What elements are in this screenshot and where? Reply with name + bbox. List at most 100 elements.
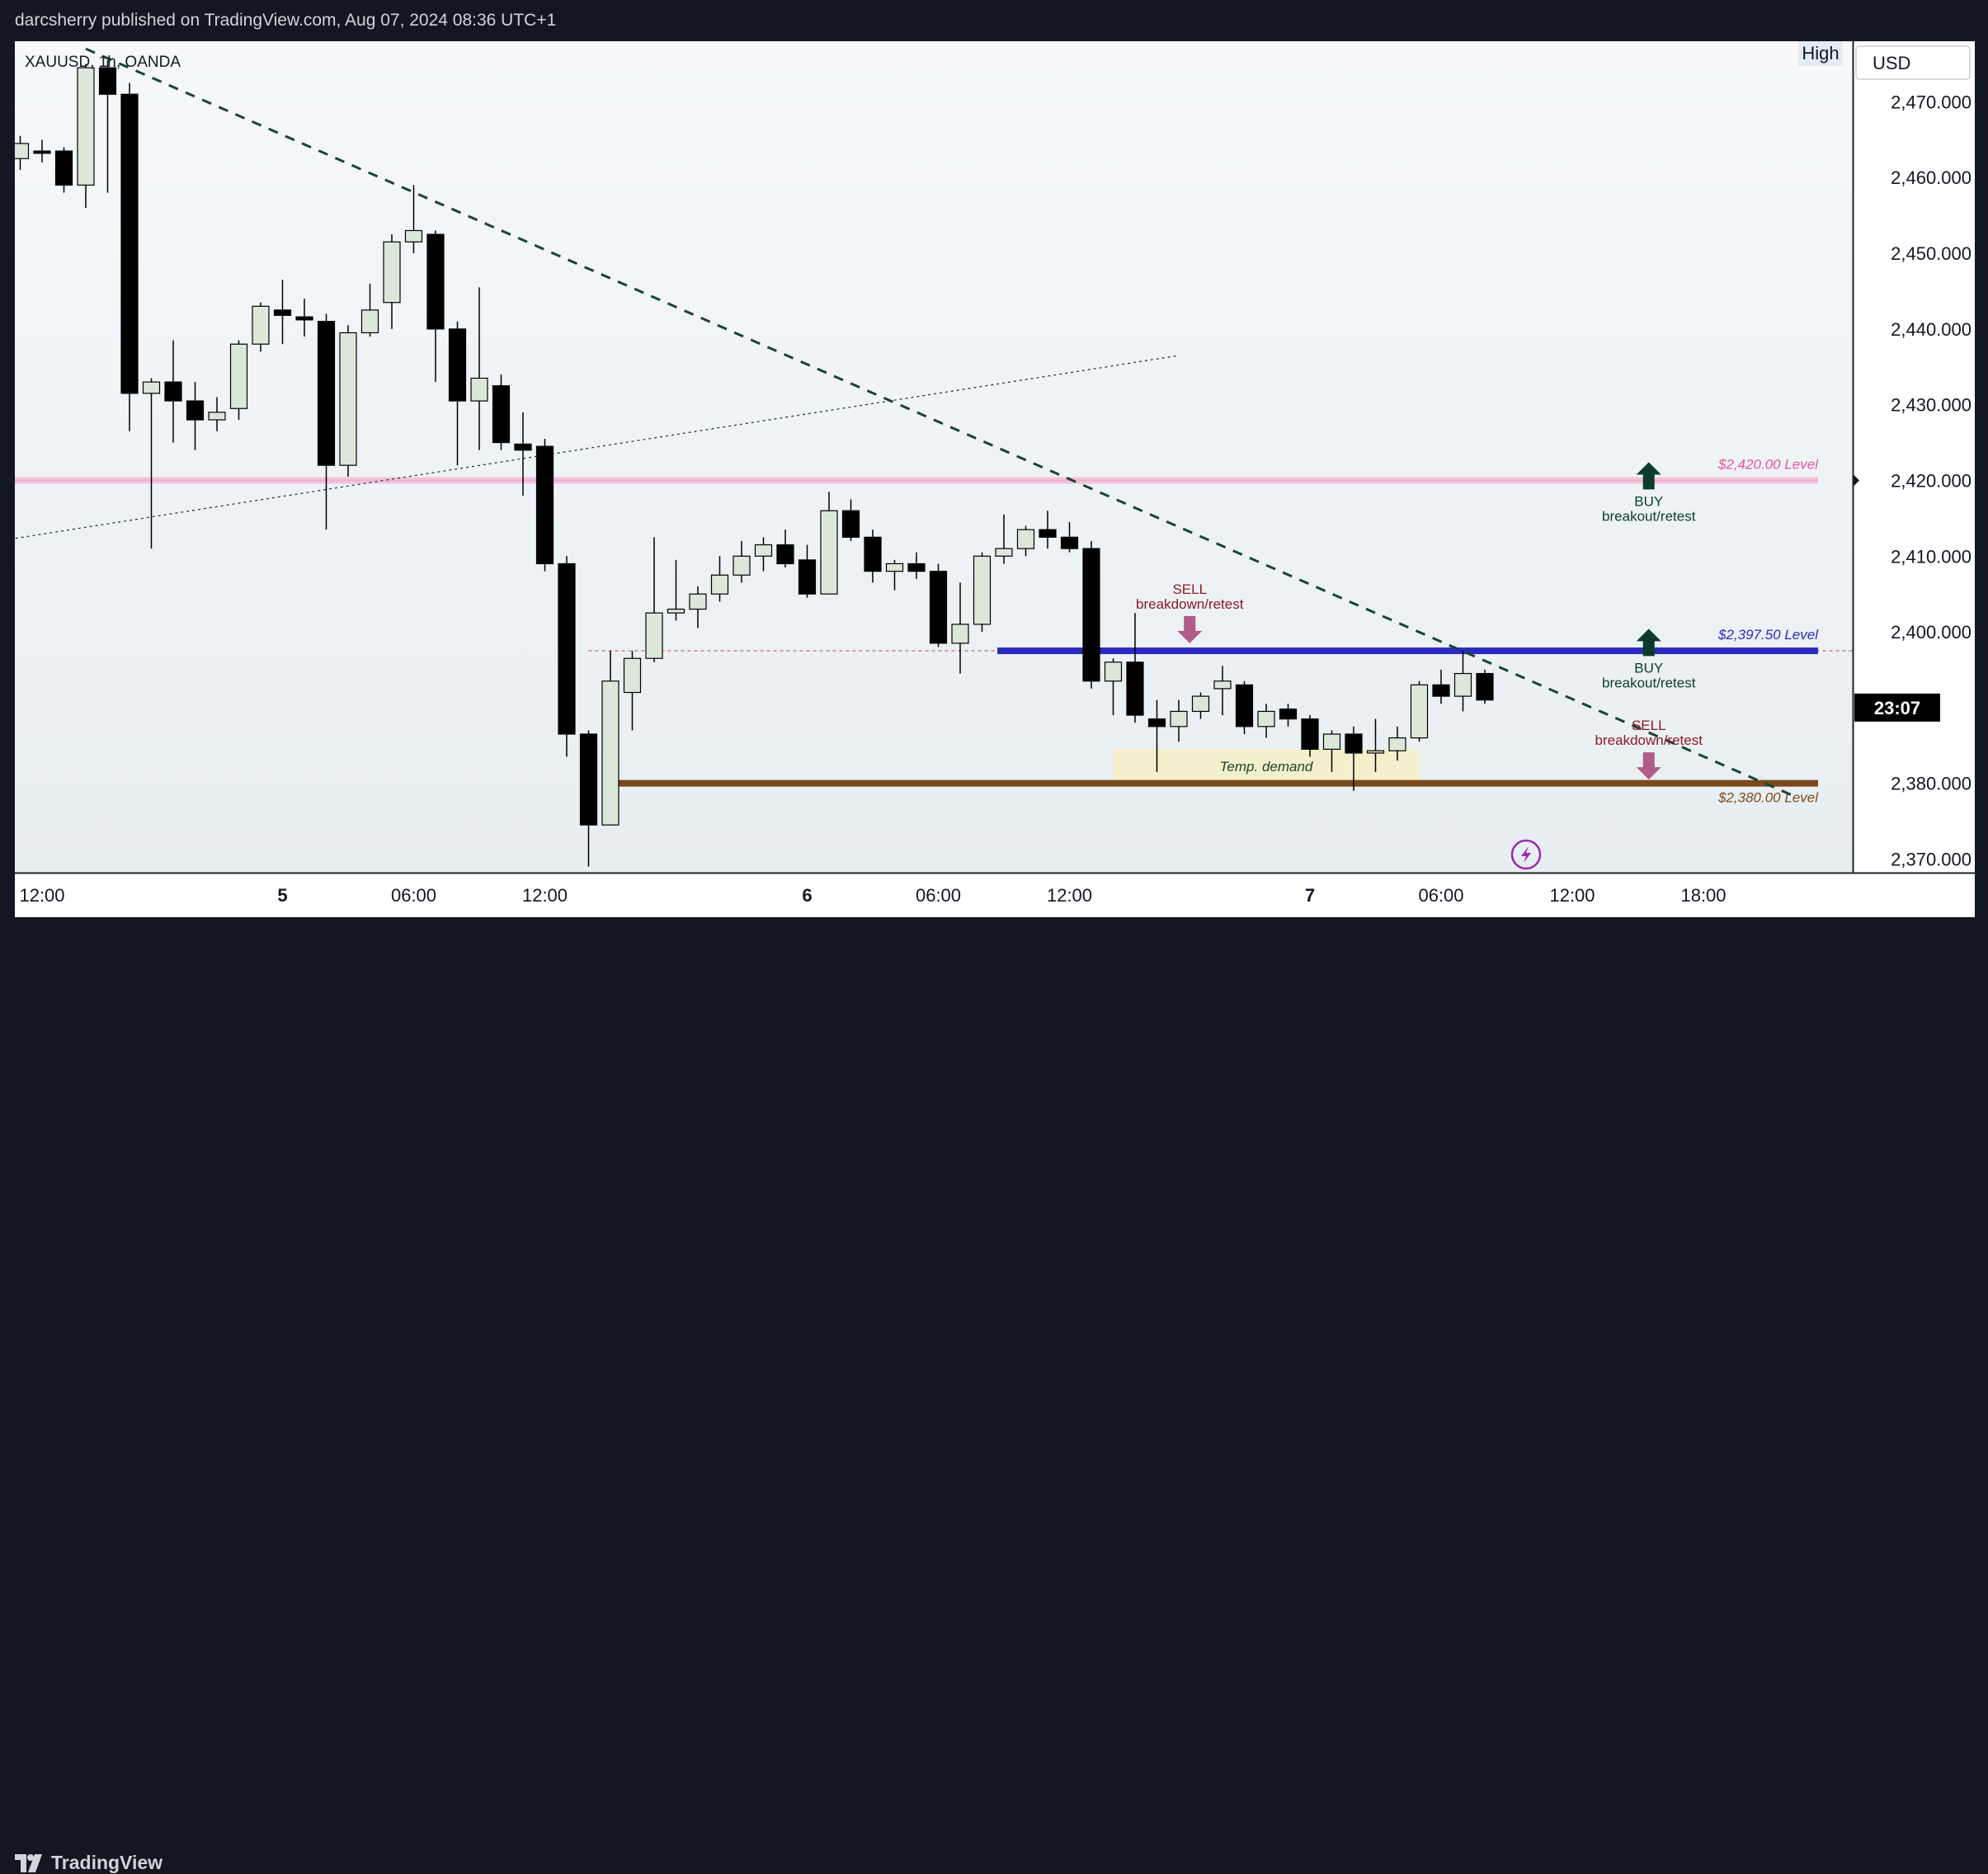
candle[interactable] xyxy=(1322,730,1341,772)
tradingview-logo[interactable]: TradingView xyxy=(15,1852,163,1874)
candle[interactable] xyxy=(1345,726,1363,791)
candle[interactable] xyxy=(1191,692,1210,719)
candle-body xyxy=(1213,680,1232,690)
buy-subtitle: breakout/retest xyxy=(1602,675,1696,690)
candle[interactable] xyxy=(339,325,357,477)
chart-frame[interactable]: Temp. demand $2,420.00 Level $2,397.50 Le… xyxy=(0,41,1975,917)
candle-body xyxy=(1082,548,1100,682)
candle[interactable] xyxy=(252,302,270,352)
candle-body xyxy=(1257,710,1275,727)
candle[interactable] xyxy=(1279,704,1298,727)
candle[interactable] xyxy=(689,586,707,629)
price-chart[interactable]: Temp. demand $2,420.00 Level $2,397.50 Le… xyxy=(0,41,1975,917)
candle[interactable] xyxy=(1432,669,1450,704)
sell-label: SELL xyxy=(1632,718,1666,733)
tradingview-brand: TradingView xyxy=(51,1852,163,1873)
candle[interactable] xyxy=(1235,680,1254,734)
candle[interactable] xyxy=(426,230,445,383)
candle[interactable] xyxy=(492,374,511,450)
currency-label[interactable]: USD xyxy=(1873,53,1910,73)
candle[interactable] xyxy=(973,552,992,633)
candle[interactable] xyxy=(1082,540,1100,689)
candle[interactable] xyxy=(1388,726,1406,761)
candle[interactable] xyxy=(98,59,117,193)
candle[interactable] xyxy=(77,64,95,208)
candle[interactable] xyxy=(448,321,467,466)
candle-body xyxy=(1476,672,1494,701)
candle[interactable] xyxy=(820,492,838,595)
trendline-dashed[interactable] xyxy=(85,47,1792,796)
x-tick-label: 12:00 xyxy=(19,885,64,906)
candle[interactable] xyxy=(1060,521,1079,553)
candle[interactable] xyxy=(164,340,182,443)
candle[interactable] xyxy=(733,540,751,583)
candle[interactable] xyxy=(1104,658,1123,716)
candle[interactable] xyxy=(1213,666,1232,716)
currency-selector[interactable] xyxy=(1855,45,1971,80)
candle[interactable] xyxy=(601,651,619,826)
candle[interactable] xyxy=(1366,718,1385,772)
candle-body xyxy=(1060,536,1079,549)
candle[interactable] xyxy=(558,556,576,757)
candle[interactable] xyxy=(1170,699,1188,742)
candle[interactable] xyxy=(710,556,729,602)
candle[interactable] xyxy=(1257,704,1275,738)
candle[interactable] xyxy=(1453,651,1472,712)
candle[interactable] xyxy=(841,499,860,541)
candle[interactable] xyxy=(1147,699,1166,772)
candle[interactable] xyxy=(33,139,51,162)
candle[interactable] xyxy=(645,537,663,662)
symbol-label: XAUUSD, 1h, OANDA xyxy=(25,54,181,71)
candle-body xyxy=(295,316,313,321)
candle[interactable] xyxy=(754,537,773,572)
candle[interactable] xyxy=(951,582,969,674)
candle-body xyxy=(142,381,161,394)
candle[interactable] xyxy=(186,382,205,450)
candle-body xyxy=(907,563,926,572)
candle[interactable] xyxy=(667,559,685,621)
candle[interactable] xyxy=(623,651,642,731)
candle[interactable] xyxy=(142,378,161,549)
candle[interactable] xyxy=(798,544,817,598)
candle-body xyxy=(601,680,619,826)
candle[interactable] xyxy=(360,283,379,337)
candle[interactable] xyxy=(317,313,336,530)
candle[interactable] xyxy=(579,730,598,867)
candle-body xyxy=(492,385,511,444)
candle-body xyxy=(252,305,270,345)
candle[interactable] xyxy=(1476,669,1494,704)
candle[interactable] xyxy=(907,552,926,579)
candle[interactable] xyxy=(1016,525,1035,557)
candle[interactable] xyxy=(54,147,73,193)
candle[interactable] xyxy=(995,514,1013,564)
candle-body xyxy=(535,445,554,565)
candle[interactable] xyxy=(1039,511,1057,549)
candle[interactable] xyxy=(1126,613,1144,723)
candle[interactable] xyxy=(776,530,794,568)
candle[interactable] xyxy=(383,234,401,329)
x-tick-label: 12:00 xyxy=(522,885,568,906)
candle[interactable] xyxy=(11,135,30,171)
buy-label: BUY xyxy=(1634,660,1663,676)
candle[interactable] xyxy=(229,340,248,421)
candle-body xyxy=(1039,529,1057,538)
candle[interactable] xyxy=(864,530,882,583)
candle[interactable] xyxy=(404,185,423,254)
candle[interactable] xyxy=(514,412,532,496)
candle[interactable] xyxy=(295,299,313,337)
candle[interactable] xyxy=(1410,680,1429,742)
candle[interactable] xyxy=(470,287,488,450)
candle[interactable] xyxy=(120,82,139,431)
candle[interactable] xyxy=(208,397,226,431)
candle[interactable] xyxy=(929,563,948,647)
y-tick-label: 2,380.000 xyxy=(1891,774,1972,794)
candle[interactable] xyxy=(273,280,292,345)
candle[interactable] xyxy=(1301,715,1319,757)
lightning-icon[interactable] xyxy=(1510,839,1542,870)
candle[interactable] xyxy=(535,438,554,572)
candle[interactable] xyxy=(885,559,904,591)
